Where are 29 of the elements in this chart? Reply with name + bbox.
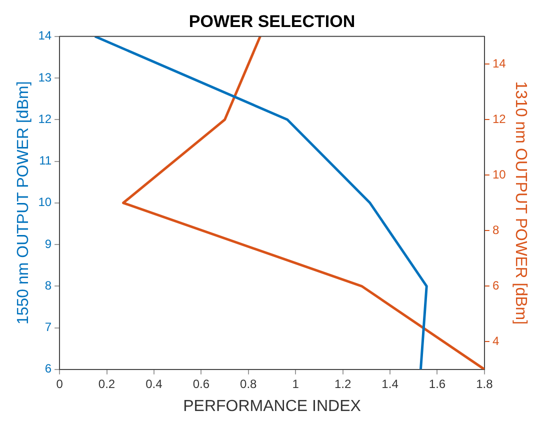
x-tick-label: 1 (292, 376, 300, 391)
x-tick-label: 0.2 (98, 376, 116, 391)
y-tick-label: 9 (44, 236, 52, 251)
y-tick-label: 12 (38, 112, 52, 126)
y-tick-label: 10 (38, 195, 52, 210)
y-tick-label: 13 (38, 70, 52, 84)
y-axis-title: 1550 nm OUTPUT POWER [dBm] (15, 81, 32, 325)
y2-tick-label: 8 (492, 222, 500, 237)
x-tick-label: 0 (56, 376, 64, 391)
x-tick-label: 1.6 (428, 376, 446, 391)
y2-tick-label: 14 (492, 56, 506, 70)
y2-tick-label: 4 (492, 334, 500, 348)
y2-axis-title: 1310 nm OUTPUT POWER [dBm] (512, 81, 529, 325)
y-tick-label: 14 (38, 28, 52, 43)
y-tick-label: 7 (44, 320, 52, 334)
chart-title: POWER SELECTION (188, 12, 356, 31)
x-tick-label: 1.8 (476, 376, 494, 391)
x-axis-title: PERFORMANCE INDEX (183, 398, 362, 415)
y-tick-label: 8 (44, 278, 52, 292)
x-tick-label: 0.6 (192, 376, 210, 391)
x-tick-label: 0.8 (240, 376, 258, 391)
x-tick-label: 0.4 (146, 376, 163, 391)
y2-tick-label: 10 (492, 167, 506, 182)
y2-tick-label: 6 (492, 278, 500, 292)
y2-tick-label: 12 (492, 112, 506, 126)
x-tick-label: 1.2 (334, 376, 352, 391)
x-tick-label: 1.4 (382, 376, 399, 391)
y-tick-label: 6 (44, 362, 52, 376)
y-tick-label: 11 (39, 154, 52, 168)
